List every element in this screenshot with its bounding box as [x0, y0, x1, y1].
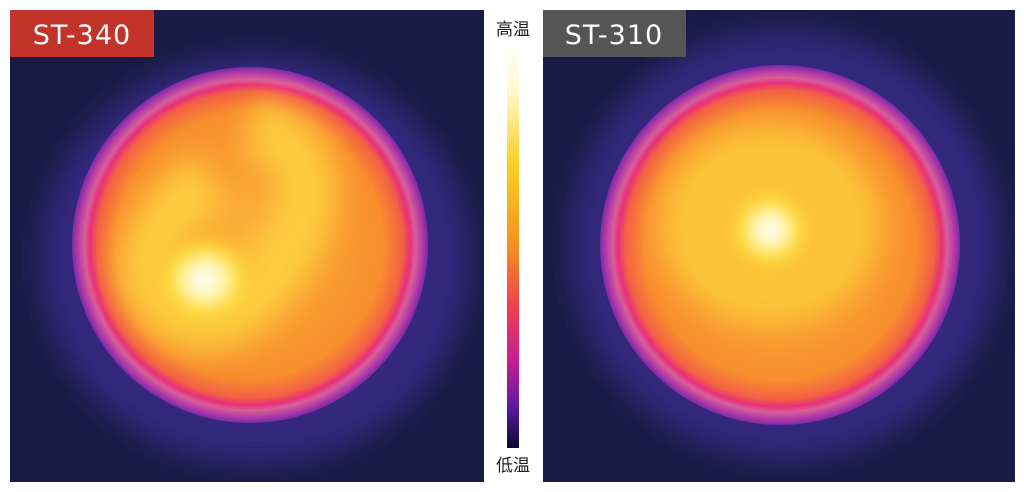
panel-label: ST-340 — [33, 20, 131, 51]
left-thermal-image — [10, 10, 484, 482]
scale-bottom-label: 低温 — [496, 456, 530, 476]
scale-top-label: 高温 — [496, 20, 530, 40]
color-bar — [507, 45, 519, 448]
label-box — [543, 10, 686, 57]
label-box — [10, 10, 154, 57]
panel-label: ST-310 — [565, 20, 663, 51]
right-thermal-image — [543, 10, 1015, 482]
